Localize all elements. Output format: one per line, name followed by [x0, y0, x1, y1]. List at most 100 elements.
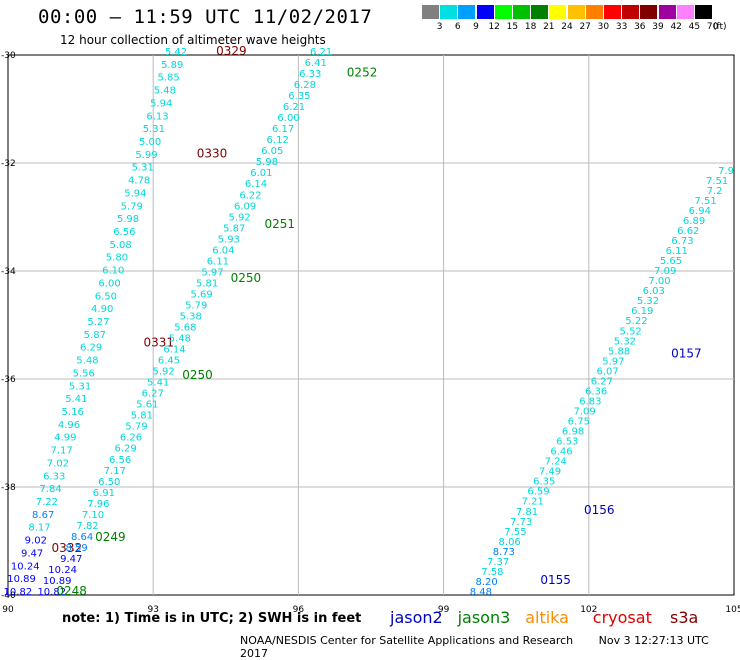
y-tick-label: -38	[1, 483, 16, 493]
wave-height-value: 6.13	[146, 111, 168, 122]
wave-height-value: 5.79	[185, 300, 207, 311]
wave-height-value: 6.33	[299, 69, 321, 80]
scale-label: 70	[706, 22, 719, 32]
wave-height-value: 6.41	[305, 58, 327, 69]
wave-height-value: 5.92	[229, 212, 251, 223]
scale-label: 12	[488, 22, 500, 32]
scale-swatch	[622, 5, 640, 19]
wave-height-value: 7.10	[82, 510, 104, 521]
wave-height-value: 6.04	[212, 245, 234, 256]
scale-swatch	[458, 5, 476, 19]
wave-height-value: 10.82	[4, 587, 33, 598]
pass-time-label: 0250	[231, 271, 262, 285]
wave-height-value: 8.73	[493, 547, 515, 558]
footnote: note: 1) Time is in UTC; 2) SWH is in fe…	[62, 611, 362, 626]
pass-time-label: 0329	[216, 44, 247, 58]
wave-height-value: 6.53	[556, 437, 578, 448]
pass-time-label: 0248	[56, 584, 87, 598]
credit-footer: NOAA/NESDIS Center for Satellite Applica…	[240, 634, 740, 660]
scale-swatch	[604, 5, 621, 19]
scale-label: 9	[473, 22, 479, 32]
wave-height-value: 6.56	[113, 227, 135, 238]
wave-height-value: 8.59	[66, 543, 88, 554]
pass-time-label: 0250	[182, 368, 213, 382]
wave-height-value: 5.81	[196, 278, 218, 289]
wave-height-value: 6.21	[283, 102, 305, 113]
wave-height-value: 6.12	[267, 135, 289, 146]
wave-height-value: 5.81	[131, 411, 153, 422]
wave-height-value: 5.41	[147, 378, 169, 389]
wave-height-value: 5.31	[143, 124, 165, 135]
scale-swatch	[494, 5, 512, 19]
wave-height-value: 5.85	[157, 73, 179, 84]
scale-label: 36	[634, 22, 646, 32]
wave-height-value: 5.97	[602, 356, 624, 367]
wave-height-value: 7.82	[76, 521, 98, 532]
wave-height-value: 6.83	[579, 396, 601, 407]
y-tick-label: -36	[1, 375, 16, 385]
scale-swatch	[658, 5, 676, 19]
pass-time-label: 0156	[584, 503, 615, 517]
page-subtitle: 12 hour collection of altimeter wave hei…	[60, 33, 326, 47]
pass-time-label: 0332	[52, 541, 83, 555]
wave-height-value: 7.09	[654, 266, 676, 277]
wave-height-value: 6.27	[591, 376, 613, 387]
credit-text: NOAA/NESDIS Center for Satellite Applica…	[240, 634, 574, 647]
wave-height-value: 5.41	[65, 394, 87, 405]
wave-height-value: 4.99	[54, 433, 76, 444]
x-tick-label: 96	[293, 605, 305, 615]
pass-time-label: 0252	[347, 66, 378, 80]
scale-swatch	[695, 5, 712, 19]
scale-label: 27	[579, 22, 591, 32]
wave-height-value: 5.79	[125, 422, 147, 433]
y-tick-label: -34	[1, 267, 16, 277]
scale-label: 45	[688, 22, 701, 32]
wave-height-value: 5.93	[218, 234, 240, 245]
wave-height-value: 6.09	[234, 201, 256, 212]
wave-height-value: 7.49	[539, 467, 561, 478]
pass-time-label: 0251	[265, 217, 296, 231]
wave-height-value: 4.78	[128, 176, 150, 187]
scale-swatch	[422, 5, 439, 19]
x-tick-label: 99	[438, 605, 450, 615]
wave-height-value: 8.48	[470, 587, 492, 598]
wave-height-value: 5.16	[62, 407, 84, 418]
wave-height-value: 6.91	[93, 488, 115, 499]
wave-height-value: 6.26	[120, 433, 142, 444]
wave-height-value: 6.36	[585, 386, 607, 397]
wave-height-value: 6.14	[163, 345, 185, 356]
wave-height-value: 6.98	[562, 427, 584, 438]
map-frame	[7, 54, 735, 596]
wave-height-value: 5.22	[625, 316, 647, 327]
wave-height-value: 6.89	[683, 216, 705, 227]
wave-height-value: 5.48	[154, 86, 176, 97]
wave-height-value: 5.69	[190, 289, 212, 300]
wave-height-value: 8.06	[499, 537, 521, 548]
wave-height-value: 7.09	[573, 406, 595, 417]
wave-height-value: 10.89	[43, 576, 72, 587]
wave-height-value: 6.11	[666, 246, 688, 257]
wave-height-value: 7.51	[706, 176, 728, 187]
wave-height-value: 8.17	[28, 523, 50, 534]
mission-legend-item: cryosat	[592, 608, 652, 627]
wave-height-value: 6.75	[568, 417, 590, 428]
wave-height-value: 10.24	[48, 565, 77, 576]
wave-height-value: 5.98	[256, 157, 278, 168]
wave-height-value: 6.28	[294, 80, 316, 91]
pass-time-label: 0155	[540, 573, 571, 587]
wave-height-value: 6.05	[261, 146, 283, 157]
wave-height-value: 6.59	[527, 487, 549, 498]
scale-swatch	[440, 5, 458, 19]
wave-height-value: 7.58	[481, 567, 503, 578]
wave-height-value: 5.65	[660, 256, 682, 267]
scale-swatch	[640, 5, 658, 19]
wave-height-value: 5.99	[135, 150, 157, 161]
wave-height-value: 6.17	[272, 124, 294, 135]
wave-height-value: 6.50	[95, 291, 117, 302]
pass-time-label: 0331	[144, 336, 175, 350]
scale-label: 21	[543, 22, 555, 32]
scale-label: 18	[524, 22, 537, 32]
wave-height-value: 5.88	[608, 346, 630, 357]
